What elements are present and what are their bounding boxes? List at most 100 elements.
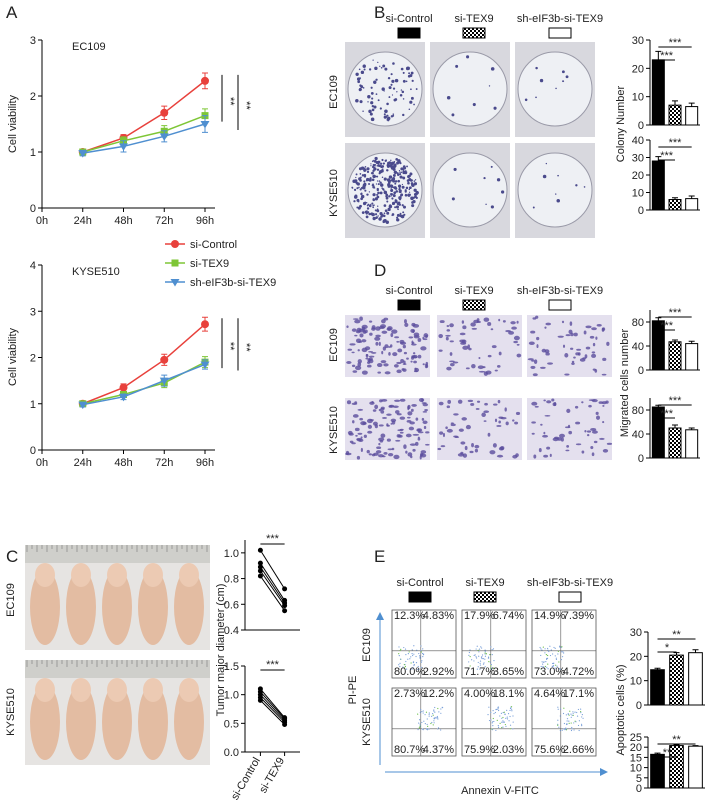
colony	[356, 187, 359, 190]
flow-event	[468, 651, 470, 654]
colony	[386, 116, 391, 121]
flow-event	[552, 653, 554, 655]
bar	[688, 652, 703, 706]
migrated-cell	[591, 351, 596, 354]
flow-event	[502, 711, 504, 714]
colony	[374, 156, 378, 161]
colony	[359, 100, 363, 104]
migrated-cell	[469, 450, 474, 454]
flow-event	[494, 711, 496, 714]
colony	[370, 165, 372, 167]
migrated-cell	[445, 334, 451, 337]
colony	[409, 74, 413, 78]
flow-event	[491, 654, 493, 656]
flow-event	[540, 668, 542, 670]
migrated-cell	[381, 399, 388, 402]
flow-event	[476, 668, 478, 670]
legend-label: si-Control	[190, 239, 237, 251]
colony	[532, 206, 535, 209]
colony	[399, 212, 402, 215]
group-swatch	[558, 591, 582, 603]
quadrant-percent: 12.2%	[423, 688, 454, 700]
migrated-cell	[536, 344, 539, 349]
migrated-cell	[361, 339, 367, 343]
migrated-cell	[483, 317, 490, 322]
colony	[357, 206, 361, 210]
marker	[119, 143, 128, 151]
migrated-cell	[393, 364, 399, 368]
mouse	[174, 569, 204, 645]
flow-event	[510, 706, 513, 708]
mouse-head	[71, 678, 91, 702]
migrated-cell	[359, 316, 363, 321]
flow-event	[512, 715, 514, 717]
mouse-head	[35, 563, 55, 587]
plate	[517, 152, 593, 228]
colony	[392, 62, 395, 65]
y-tick-label: 30	[630, 627, 642, 639]
colony	[386, 114, 389, 117]
mouse	[174, 684, 204, 760]
migrated-cell	[592, 342, 596, 347]
flow-event	[492, 710, 494, 712]
migrated-cell	[352, 414, 359, 418]
migrated-cell	[449, 340, 454, 343]
migrated-cell	[446, 405, 451, 409]
y-tick-label: 20	[632, 63, 644, 75]
flow-event	[574, 711, 576, 713]
point	[257, 564, 263, 570]
colony	[413, 188, 417, 192]
migrated-cell	[425, 443, 430, 446]
migrated-cell	[505, 421, 509, 426]
migrated-cell	[498, 416, 504, 419]
colony	[374, 213, 378, 216]
flow-event	[575, 721, 577, 723]
colony	[363, 170, 366, 172]
migrated-cell	[409, 421, 415, 425]
colony	[377, 215, 379, 217]
colony	[390, 159, 392, 162]
colony	[402, 165, 406, 168]
colony	[402, 113, 405, 117]
colony	[382, 64, 386, 68]
migrated-cell	[586, 430, 592, 433]
colony	[381, 168, 384, 171]
migrated-cell	[491, 345, 497, 349]
migrated-cell	[467, 399, 474, 403]
colony	[360, 70, 365, 75]
y-axis-label: Cell viability	[7, 94, 19, 153]
significance-label: ***	[660, 408, 674, 420]
flow-event	[402, 666, 404, 668]
flow-event	[568, 722, 570, 724]
migrated-cell	[465, 424, 471, 430]
migrated-cell	[540, 423, 543, 426]
flow-event	[508, 720, 510, 722]
colony	[401, 90, 405, 94]
migrated-cell	[575, 352, 580, 356]
colony	[399, 175, 403, 179]
flow-event	[419, 723, 421, 725]
flow-event	[497, 726, 500, 728]
migrated-cell	[359, 417, 364, 421]
migrated-cell	[595, 336, 598, 340]
flow-event	[436, 715, 438, 718]
colony	[376, 188, 379, 192]
migrated-cell	[516, 320, 519, 324]
migrated-cell	[395, 439, 401, 442]
flow-event	[484, 652, 486, 654]
flow-event	[417, 713, 419, 715]
colony	[368, 183, 371, 186]
y-tick-label: 1.0	[224, 548, 239, 560]
flow-event	[488, 706, 490, 708]
migrated-cell	[378, 341, 381, 346]
colony	[446, 95, 451, 100]
flow-event	[565, 714, 567, 716]
quadrant-percent: 3.65%	[493, 666, 524, 678]
flow-event	[558, 668, 561, 670]
flow-event	[547, 649, 549, 651]
flow-event	[432, 724, 434, 726]
migrated-cell	[386, 423, 389, 427]
flow-event	[437, 718, 439, 720]
error-bar	[655, 156, 662, 161]
migrated-cell	[592, 368, 596, 371]
